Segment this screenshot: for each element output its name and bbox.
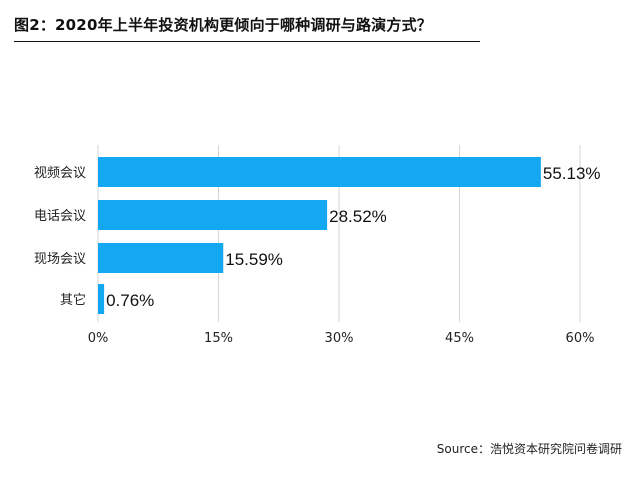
category-label: 电话会议 — [34, 209, 86, 224]
category-label: 其它 — [60, 292, 86, 308]
source-note: Source：浩悦资本研究院问卷调研 — [436, 442, 622, 456]
bar-1 — [98, 200, 328, 230]
value-label: 28.52% — [329, 207, 387, 226]
x-tick-label: 15% — [204, 331, 233, 346]
value-label: 15.59% — [225, 250, 283, 269]
value-label: 55.13% — [543, 164, 601, 183]
chart-title: 图2：2020年上半年投资机构更倾向于哪种调研与路演方式？ — [14, 16, 432, 34]
x-tick-label: 30% — [325, 331, 354, 346]
x-tick-label: 45% — [445, 331, 474, 346]
bar-0 — [98, 157, 541, 187]
bar-2 — [98, 243, 224, 273]
title-underline — [14, 41, 480, 42]
category-label: 视频会议 — [34, 166, 86, 181]
category-label: 现场会议 — [34, 252, 86, 267]
x-tick-label: 60% — [566, 331, 595, 346]
x-tick-label: 0% — [88, 331, 109, 346]
value-label: 0.76% — [106, 291, 154, 310]
bar-3 — [98, 284, 105, 314]
